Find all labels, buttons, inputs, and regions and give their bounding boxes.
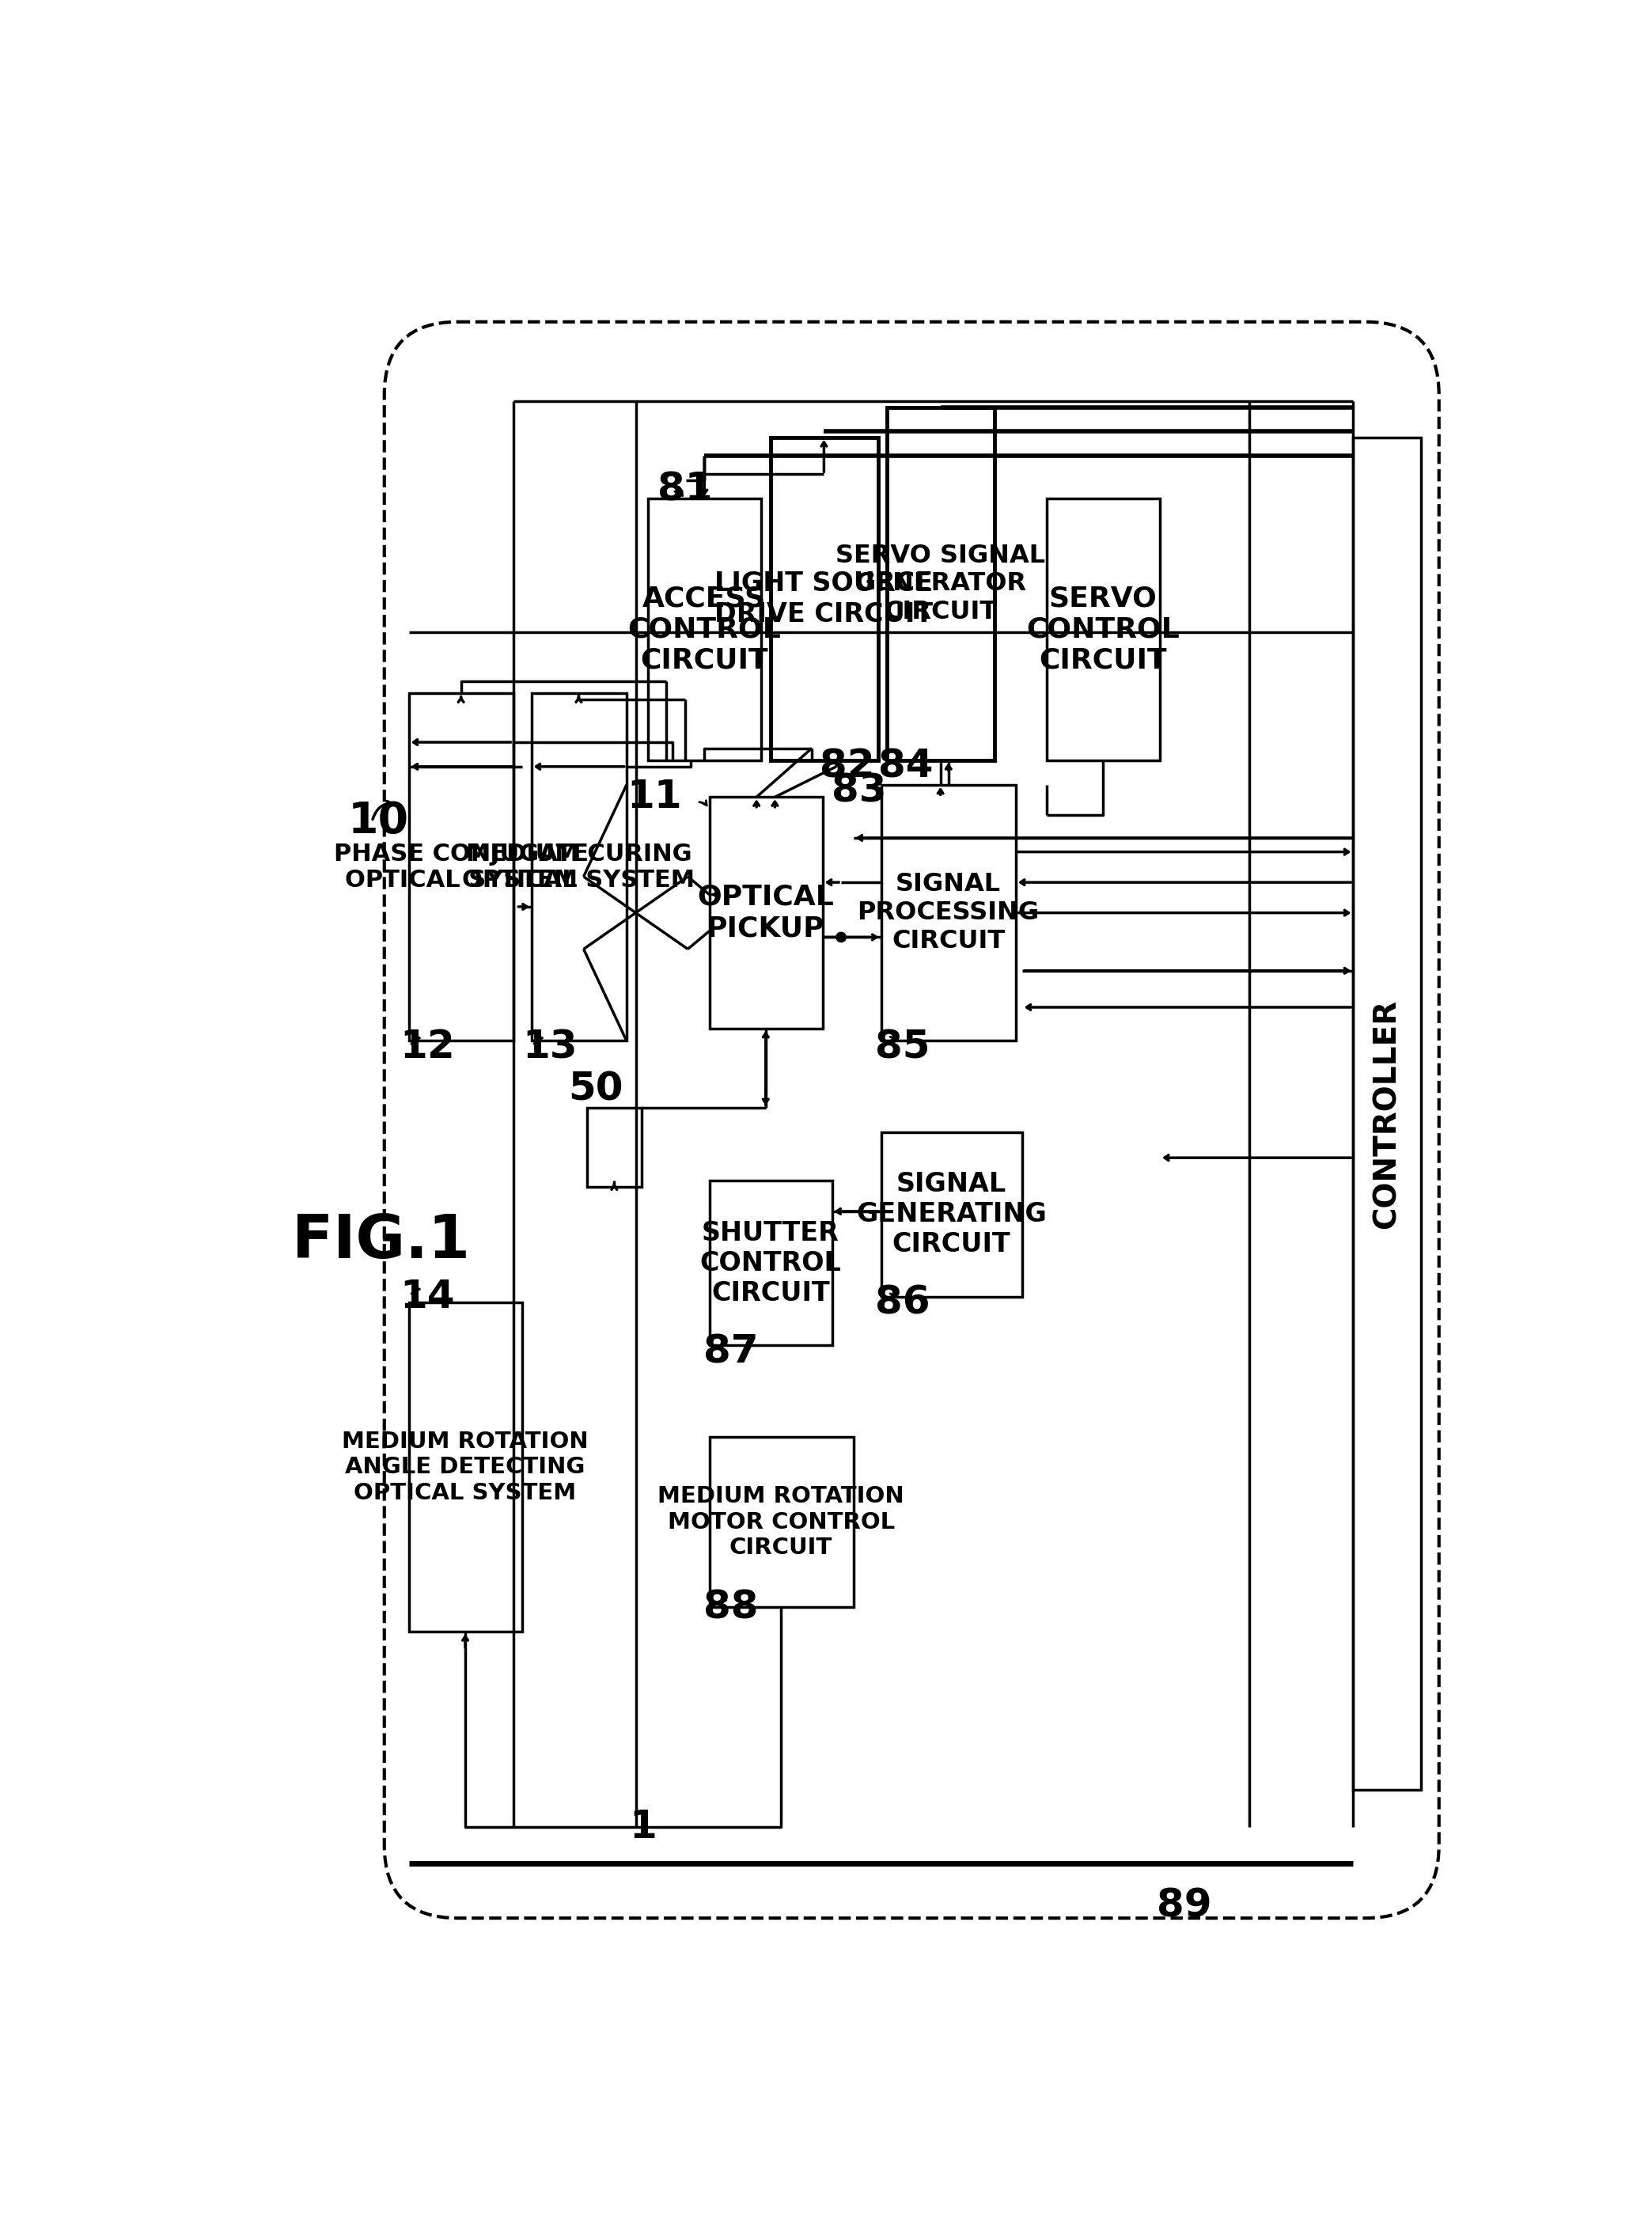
Text: 1: 1 [629, 1807, 657, 1847]
Text: SERVO SIGNAL
GENERATOR
CIRCUIT: SERVO SIGNAL GENERATOR CIRCUIT [836, 543, 1046, 625]
FancyBboxPatch shape [1353, 438, 1421, 1791]
Text: 12: 12 [400, 1028, 454, 1066]
FancyBboxPatch shape [1047, 498, 1160, 761]
FancyBboxPatch shape [648, 498, 762, 761]
Text: 84: 84 [877, 748, 933, 785]
Text: SIGNAL
GENERATING
CIRCUIT: SIGNAL GENERATING CIRCUIT [856, 1170, 1047, 1257]
Text: MEDIUM ROTATION
MOTOR CONTROL
CIRCUIT: MEDIUM ROTATION MOTOR CONTROL CIRCUIT [657, 1486, 904, 1560]
Text: 11: 11 [626, 779, 682, 817]
Text: MEDIUM ROTATION
ANGLE DETECTING
OPTICAL SYSTEM: MEDIUM ROTATION ANGLE DETECTING OPTICAL … [342, 1431, 588, 1504]
FancyBboxPatch shape [408, 694, 514, 1041]
Text: 13: 13 [522, 1028, 577, 1066]
Text: PHASE CONJUGATE
OPTICAL SYSTEM: PHASE CONJUGATE OPTICAL SYSTEM [334, 843, 588, 892]
Text: LIGHT SOURCE
DRIVE CIRCUIT: LIGHT SOURCE DRIVE CIRCUIT [715, 572, 933, 627]
Text: 83: 83 [833, 772, 887, 810]
FancyBboxPatch shape [887, 407, 995, 761]
Text: 81: 81 [657, 469, 712, 507]
Text: CONTROLLER: CONTROLLER [1371, 999, 1403, 1228]
Text: SHUTTER
CONTROL
CIRCUIT: SHUTTER CONTROL CIRCUIT [700, 1219, 841, 1306]
Text: SIGNAL
PROCESSING
CIRCUIT: SIGNAL PROCESSING CIRCUIT [857, 872, 1039, 952]
FancyBboxPatch shape [770, 438, 877, 761]
FancyBboxPatch shape [385, 323, 1439, 1918]
FancyBboxPatch shape [709, 797, 823, 1028]
Text: FIG.1: FIG.1 [292, 1213, 471, 1270]
Text: 86: 86 [876, 1284, 930, 1322]
Text: 87: 87 [704, 1333, 758, 1371]
FancyBboxPatch shape [881, 1133, 1023, 1297]
FancyBboxPatch shape [408, 1304, 522, 1631]
Text: 14: 14 [400, 1277, 454, 1315]
Text: 88: 88 [704, 1589, 758, 1626]
Text: ACCESS
CONTROL
CIRCUIT: ACCESS CONTROL CIRCUIT [628, 585, 781, 674]
Text: 50: 50 [568, 1070, 623, 1108]
FancyBboxPatch shape [532, 694, 626, 1041]
FancyBboxPatch shape [709, 1181, 833, 1346]
Text: 10: 10 [347, 801, 408, 843]
Text: 82: 82 [819, 748, 876, 785]
Text: 85: 85 [876, 1028, 930, 1066]
Text: 89: 89 [1156, 1887, 1213, 1925]
Text: MEDIUM CURING
OPTICAL SYSTEM: MEDIUM CURING OPTICAL SYSTEM [463, 843, 695, 892]
FancyBboxPatch shape [881, 785, 1016, 1041]
Text: OPTICAL
PICKUP: OPTICAL PICKUP [697, 883, 834, 941]
FancyBboxPatch shape [586, 1108, 643, 1186]
FancyBboxPatch shape [709, 1437, 854, 1606]
Text: SERVO
CONTROL
CIRCUIT: SERVO CONTROL CIRCUIT [1026, 585, 1180, 674]
Circle shape [836, 932, 846, 941]
